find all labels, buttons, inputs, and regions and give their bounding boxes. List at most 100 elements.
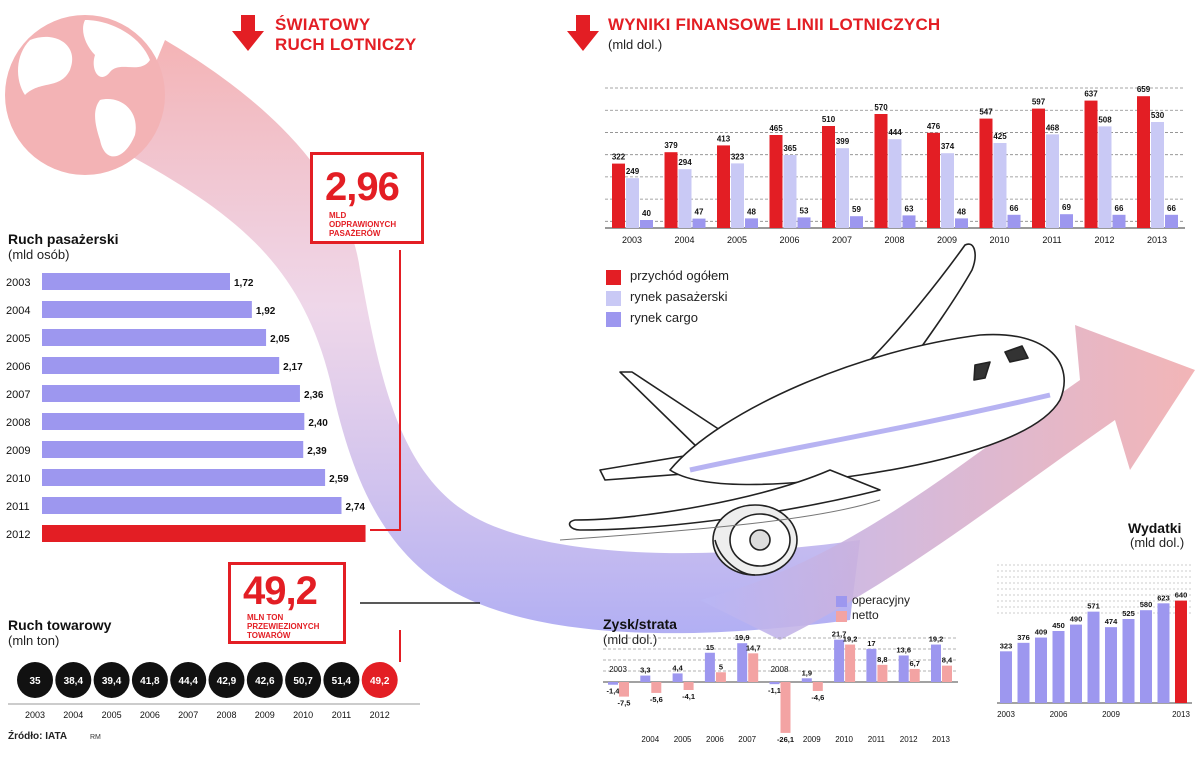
down-arrow-icon xyxy=(232,15,264,51)
exp-value-label: 640 xyxy=(1175,591,1188,600)
passenger-year-label: 2007 xyxy=(6,389,30,401)
cargo-callout: 49,2 MLN TON PRZEWIEZIONYCH TOWARÓW xyxy=(228,562,346,644)
fin-value-label: 476 xyxy=(927,122,941,131)
profit-value-label: -1,4 xyxy=(607,687,621,696)
fin-year-label: 2006 xyxy=(779,235,799,245)
profit-bar xyxy=(748,653,759,682)
passenger-traffic-unit: (mld osób) xyxy=(8,247,70,262)
fin-value-label: 659 xyxy=(1137,85,1151,94)
fin-value-label: 66 xyxy=(1167,204,1176,213)
cargo-year-label: 2008 xyxy=(216,710,236,720)
airplane-icon xyxy=(559,243,1065,576)
exp-value-label: 490 xyxy=(1070,615,1083,624)
fin-value-label: 374 xyxy=(941,142,955,151)
fin-bar xyxy=(874,114,888,228)
source-note: Źródło: IATA xyxy=(8,731,68,742)
cargo-year-label: 2011 xyxy=(332,710,351,720)
passenger-year-label: 2010 xyxy=(6,473,30,485)
fin-value-label: 399 xyxy=(836,137,850,146)
fin-value-label: 63 xyxy=(905,204,914,213)
exp-value-label: 474 xyxy=(1105,617,1118,626)
profit-value-label: -4,1 xyxy=(682,692,695,701)
passenger-value-label: 2,17 xyxy=(283,362,303,373)
flow-ribbon xyxy=(120,40,860,634)
cargo-bubble xyxy=(55,662,92,698)
profit-bar xyxy=(619,682,629,697)
exp-bar xyxy=(1157,603,1170,703)
fin-bar xyxy=(769,135,783,228)
fin-bar xyxy=(1151,122,1164,228)
exp-bar xyxy=(1105,627,1117,703)
cargo-value-label: 51,4 xyxy=(332,676,352,687)
passenger-bar xyxy=(42,441,304,458)
fin-value-label: 323 xyxy=(731,152,745,161)
profit-year-label: 2008 xyxy=(771,665,789,674)
profit-value-label: 15 xyxy=(706,643,714,652)
fin-bar xyxy=(902,215,916,228)
profit-bar xyxy=(834,639,845,682)
passenger-bar xyxy=(42,301,252,318)
profit-value-label: 4,4 xyxy=(672,663,683,672)
profit-bar xyxy=(769,682,780,685)
fin-bar xyxy=(1084,100,1098,228)
profit-bar xyxy=(780,682,791,733)
cargo-value-label: 41,8 xyxy=(140,676,160,687)
fin-bar xyxy=(888,139,902,228)
fin-value-label: 570 xyxy=(874,103,888,112)
profit-legend: operacyjny netto xyxy=(836,593,966,626)
fin-value-label: 59 xyxy=(852,205,861,214)
profit-value-label: 14,7 xyxy=(746,643,761,652)
exp-year-label: 2006 xyxy=(1050,710,1068,719)
profit-bar xyxy=(715,672,726,682)
passenger-year-label: 2011 xyxy=(6,501,30,513)
passenger-traffic-title: Ruch pasażerski xyxy=(8,231,119,247)
financial-legend: przychód ogółem rynek pasażerski rynek c… xyxy=(606,268,806,330)
profit-value-label: 8,4 xyxy=(942,656,953,665)
fin-bar xyxy=(1046,134,1059,228)
profit-year-label: 2003 xyxy=(609,665,627,674)
profit-value-label: -7,5 xyxy=(618,699,631,708)
exp-value-label: 323 xyxy=(1000,641,1013,650)
passenger-year-label: 2004 xyxy=(6,305,30,317)
profit-value-label: -5,6 xyxy=(650,695,663,704)
cargo-value-label: 49,2 xyxy=(370,676,390,687)
profit-value-label: 19,9 xyxy=(735,633,750,642)
profit-year-label: 2011 xyxy=(868,735,886,744)
cargo-year-label: 2004 xyxy=(63,710,83,720)
profit-bar xyxy=(640,675,651,682)
profit-bar xyxy=(845,644,856,682)
fin-bar xyxy=(640,220,653,228)
fin-bar xyxy=(1060,214,1073,228)
fin-bar xyxy=(745,218,758,228)
legend-label-revenue: przychód ogółem xyxy=(630,268,729,283)
fin-value-label: 465 xyxy=(769,124,783,133)
fin-bar xyxy=(664,152,678,228)
fin-value-label: 66 xyxy=(1115,204,1124,213)
fin-bar xyxy=(1165,214,1178,228)
fin-bar xyxy=(1112,214,1126,228)
profit-value-label: 1,9 xyxy=(802,668,812,677)
profit-value-label: 17 xyxy=(867,639,875,648)
fin-value-label: 597 xyxy=(1032,98,1046,107)
cargo-bubble xyxy=(208,662,245,698)
legend-label-cargo: rynek cargo xyxy=(630,310,698,325)
author-note: RM xyxy=(90,734,101,741)
profit-value-label: 8,8 xyxy=(877,655,887,664)
profit-value-label: -26,1 xyxy=(777,735,794,744)
fin-bar xyxy=(692,218,706,228)
fin-bar xyxy=(731,163,744,228)
profit-bar xyxy=(877,664,888,682)
fin-bar xyxy=(717,145,730,228)
fin-value-label: 53 xyxy=(800,206,809,215)
exp-bar xyxy=(1175,600,1187,703)
passengers-callout: 2,96 MLD ODPRAWIONYCH PASAŻERÓW xyxy=(310,152,424,244)
passenger-value-label: 2,74 xyxy=(345,502,365,513)
cargo-traffic-unit: (mln ton) xyxy=(8,633,60,648)
profit-value-label: -1,1 xyxy=(768,686,781,695)
profit-bar xyxy=(683,682,694,690)
passenger-traffic-chart: 2003 1,72 2004 1,92 2005 2,05 2006 2,17 2007 2,36… xyxy=(6,273,366,542)
profit-year-label: 2005 xyxy=(674,735,692,744)
exp-bar xyxy=(1122,619,1135,703)
exp-year-label: 2009 xyxy=(1102,710,1120,719)
